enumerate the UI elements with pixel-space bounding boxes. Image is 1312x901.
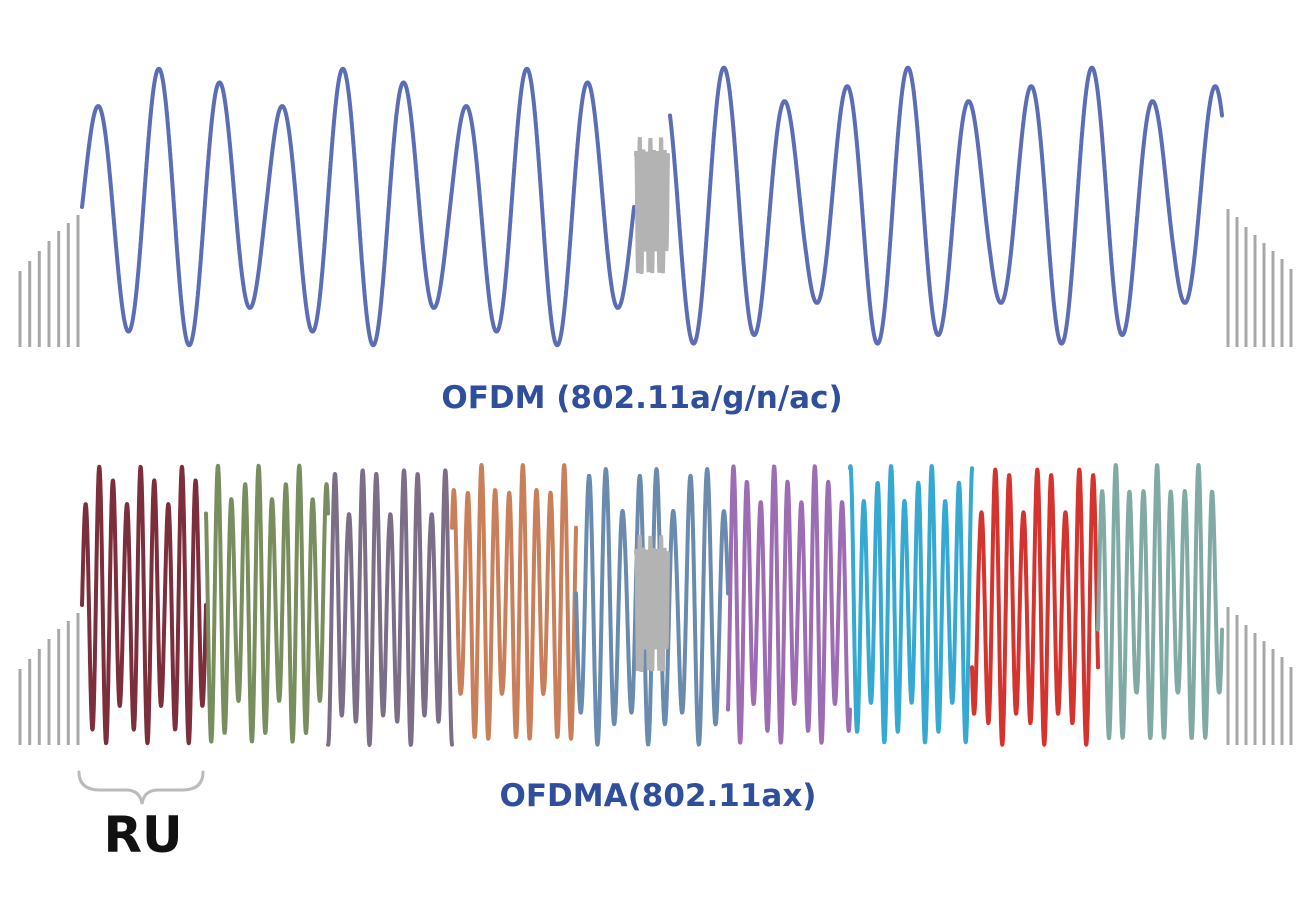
- resource-unit-1: [80, 464, 208, 746]
- ofdma-resource-unit-waveform: [18, 463, 1293, 747]
- resource-unit-6: [726, 464, 852, 745]
- ru-label: RU: [103, 806, 182, 864]
- resource-unit-7: [848, 464, 974, 745]
- resource-unit-2: [204, 463, 330, 744]
- dc-subcarrier: [634, 136, 670, 274]
- dc-subcarrier: [634, 534, 670, 672]
- ru-brace: [77, 770, 205, 805]
- ofdma-caption: OFDMA(802.11ax): [500, 778, 817, 814]
- resource-unit-8: [970, 467, 1100, 747]
- ofdm-subcarriers-lower: [80, 66, 636, 348]
- ofdm-subcarrier-waveform: [18, 65, 1293, 348]
- resource-unit-3: [326, 468, 454, 747]
- resource-unit-9: [1096, 463, 1224, 741]
- resource-unit-4: [450, 463, 578, 741]
- ofdm-caption: OFDM (802.11a/g/n/ac): [441, 380, 842, 416]
- ofdm-subcarriers-upper: [668, 65, 1224, 346]
